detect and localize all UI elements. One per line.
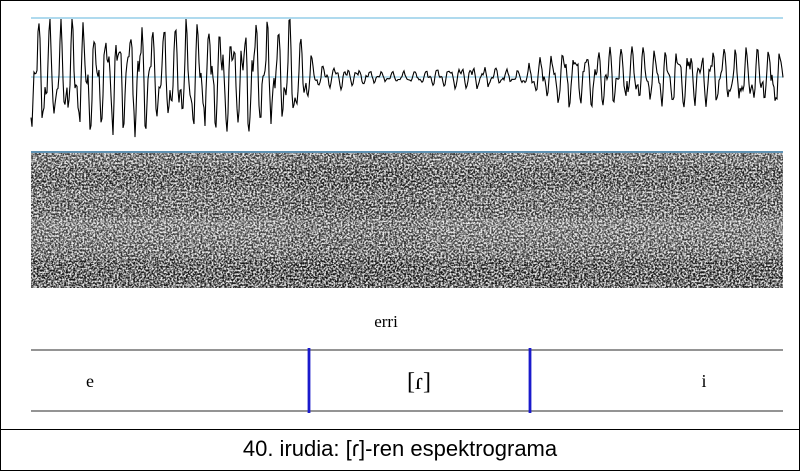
segment-label-e: e bbox=[86, 371, 94, 391]
figure-caption: 40. irudia: [ɾ]-ren espektrograma bbox=[242, 436, 558, 461]
caption-cell: 40. irudia: [ɾ]-ren espektrograma bbox=[1, 430, 799, 470]
word-label: erri bbox=[374, 312, 398, 331]
waveform bbox=[30, 18, 784, 138]
spectrogram bbox=[31, 153, 783, 288]
figure-image-cell: erri e [ɾ] i bbox=[1, 1, 799, 430]
segment-label-i: i bbox=[701, 371, 706, 391]
praat-figure: erri e [ɾ] i bbox=[30, 17, 784, 413]
segment-label-tap: [ɾ] bbox=[407, 369, 431, 395]
